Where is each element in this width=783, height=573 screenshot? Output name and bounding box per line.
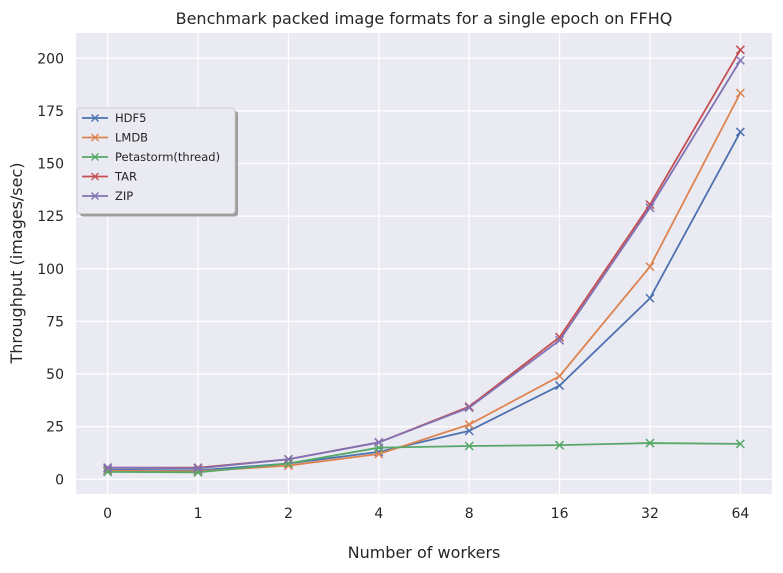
data-point-marker xyxy=(645,203,655,213)
y-tick-label: 75 xyxy=(46,314,64,330)
y-tick-label: 125 xyxy=(37,209,64,225)
data-point-marker xyxy=(645,438,655,448)
data-point-marker xyxy=(555,371,565,381)
x-tick-label: 8 xyxy=(465,506,474,522)
data-point-marker xyxy=(555,332,565,342)
y-tick-label: 50 xyxy=(46,367,64,383)
legend-box xyxy=(76,107,236,214)
series-zip xyxy=(103,55,745,473)
data-point-marker xyxy=(735,127,745,137)
x-tick-label: 0 xyxy=(103,506,112,522)
data-point-marker xyxy=(464,403,474,413)
y-tick-label: 200 xyxy=(37,51,64,67)
data-point-marker xyxy=(555,381,565,391)
y-tick-label: 175 xyxy=(37,104,64,120)
x-tick-label: 32 xyxy=(641,506,659,522)
legend-marker-hdf5 xyxy=(91,114,99,122)
x-tick-label: 64 xyxy=(731,506,749,522)
y-tick-label: 0 xyxy=(55,472,64,488)
data-point-marker xyxy=(374,437,384,447)
data-point-marker xyxy=(103,463,113,473)
legend-label-petastorm-thread: Petastorm(thread) xyxy=(115,150,220,164)
legend-marker-petastorm-thread xyxy=(91,153,99,161)
plot-area: 0 25 50 75 100 125 150 175 200 0 1 2 4 8 16 32 64 xyxy=(37,33,772,522)
x-tick-label: 16 xyxy=(551,506,569,522)
data-point-marker xyxy=(193,463,203,473)
data-point-marker xyxy=(283,454,293,464)
series-line-hdf5 xyxy=(107,131,742,472)
legend-marker-tar xyxy=(91,172,99,181)
chart-title: Benchmark packed image formats for a sin… xyxy=(176,9,673,28)
data-point-marker xyxy=(555,335,565,345)
data-point-marker xyxy=(735,45,745,55)
legend-marker-lmdb xyxy=(91,133,99,142)
y-tick-label: 150 xyxy=(37,157,64,173)
legend-label-zip: ZIP xyxy=(115,189,133,203)
data-point-marker xyxy=(464,420,474,430)
data-point-marker xyxy=(735,88,745,98)
x-tick-label: 4 xyxy=(374,506,383,522)
x-tick-label: 1 xyxy=(194,506,203,522)
data-point-marker xyxy=(735,55,745,65)
data-point-marker xyxy=(283,458,293,469)
x-tick-label: 2 xyxy=(284,506,293,522)
x-axis-title: Number of workers xyxy=(348,543,501,562)
legend-label-lmdb: LMDB xyxy=(115,131,148,145)
data-point-marker xyxy=(464,441,474,451)
data-point-marker xyxy=(103,467,113,477)
data-point-marker xyxy=(735,439,745,449)
series-line-zip xyxy=(107,59,742,470)
series-line-petastorm-thread xyxy=(107,442,741,474)
y-tick-label: 25 xyxy=(46,420,64,436)
legend-marker-zip xyxy=(91,192,99,200)
data-point-marker xyxy=(645,293,655,303)
legend-label-hdf5: HDF5 xyxy=(115,111,146,125)
y-axis-title: Throughput (images/sec) xyxy=(7,162,26,364)
data-point-marker xyxy=(645,262,655,272)
legend-label-tar: TAR xyxy=(114,170,137,184)
legend: HDF5 LMDB Petastorm(thread) TAR ZIP xyxy=(76,107,238,217)
y-tick-label: 100 xyxy=(37,262,64,278)
data-point-marker xyxy=(555,440,565,450)
